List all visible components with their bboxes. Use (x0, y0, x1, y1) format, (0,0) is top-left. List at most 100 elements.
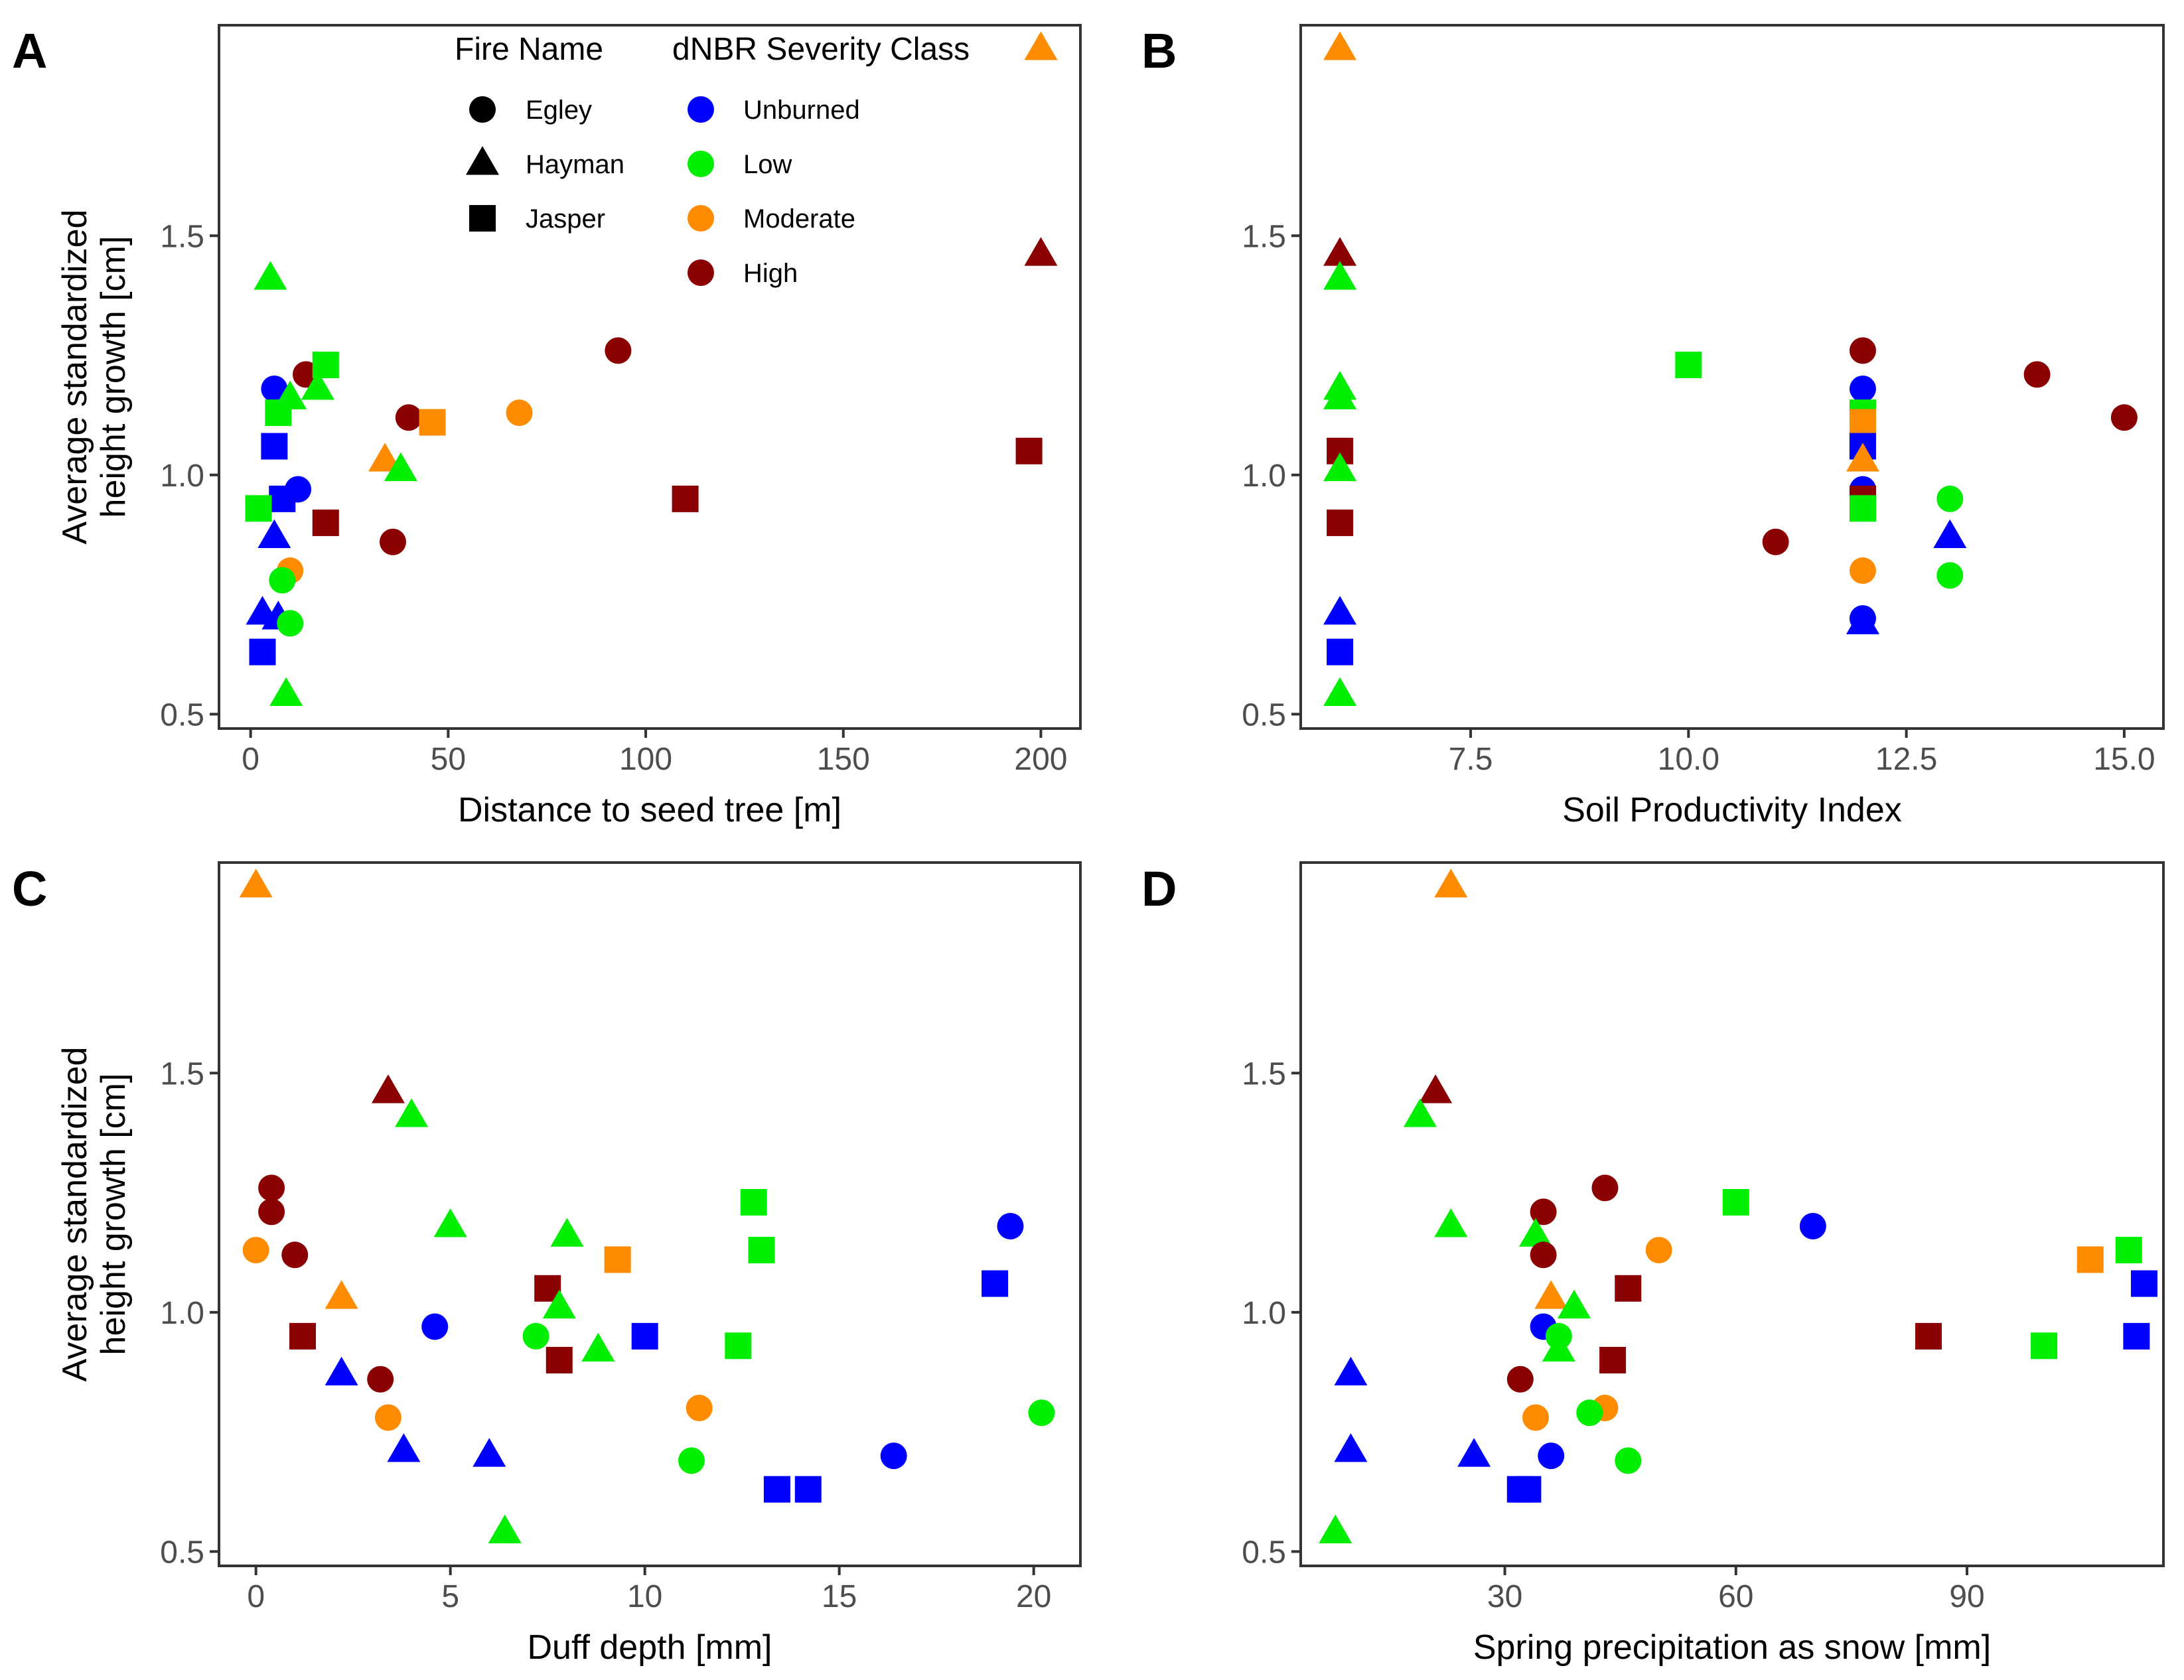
x-axis-label: Soil Productivity Index (1562, 791, 1902, 829)
legend-key-egley (469, 96, 496, 123)
panel-C: C 0 5 10 15 20 0.5 1.0 1.5 Duff depth [mm] Average… (12, 861, 1082, 1667)
data-point-jasper-unburned (269, 485, 296, 512)
data-point-egley-high (258, 1198, 285, 1225)
legend-label-egley: Egley (526, 96, 592, 125)
data-point-hayman-low (550, 1218, 584, 1247)
data-point-hayman-unburned (473, 1438, 506, 1467)
data-point-egley-moderate (686, 1395, 713, 1422)
data-point-hayman-low (542, 1289, 576, 1319)
data-point-egley-low (1936, 562, 1964, 589)
panel-A: A 0 50 100 150 200 0.5 1.0 1.5 Distance to seed t… (12, 23, 1082, 829)
legend-label-unburned: Unburned (743, 96, 860, 125)
legend-key-moderate (688, 205, 714, 232)
data-point-hayman-unburned (1846, 605, 1879, 634)
data-point-jasper-high (672, 485, 699, 512)
data-point-jasper-unburned (982, 1270, 1009, 1297)
data-point-hayman-unburned (1457, 1438, 1491, 1467)
x-tick-label: 30 (1487, 1579, 1522, 1614)
data-point-egley-high (1530, 1198, 1557, 1225)
x-tick-label: 60 (1718, 1579, 1753, 1614)
data-point-egley-moderate (1645, 1237, 1672, 1264)
x-tick-label: 20 (1016, 1579, 1051, 1614)
data-point-jasper-moderate (2076, 1246, 2104, 1273)
data-point-hayman-moderate (239, 869, 273, 898)
data-point-jasper-high (1599, 1346, 1627, 1373)
data-point-hayman-low (1323, 452, 1357, 482)
data-point-hayman-moderate (1323, 31, 1357, 60)
data-point-jasper-low (748, 1237, 775, 1264)
y-tick-label: 1.0 (1242, 1296, 1286, 1331)
y-tick-label: 1.0 (160, 1296, 204, 1331)
data-point-hayman-low (488, 1514, 522, 1543)
y-tick-label: 0.5 (1242, 1535, 1286, 1570)
x-tick-label: 15 (822, 1579, 857, 1614)
data-point-jasper-high (1615, 1275, 1642, 1302)
data-point-hayman-unburned (387, 1433, 421, 1462)
data-point-egley-low (522, 1322, 549, 1350)
x-axis-label: Duff depth [mm] (528, 1628, 772, 1667)
panel-label: B (1141, 23, 1177, 78)
data-point-egley-unburned (421, 1313, 449, 1340)
data-point-hayman-unburned (325, 1356, 358, 1386)
data-point-egley-unburned (1538, 1442, 1565, 1470)
x-axis-label: Distance to seed tree [m] (458, 791, 841, 829)
data-point-egley-high (1762, 528, 1789, 555)
data-point-jasper-unburned (1327, 638, 1354, 665)
panel-D: D 30 60 90 0.5 1.0 1.5 Spring precipitation as … (1141, 861, 2165, 1667)
data-point-hayman-moderate (1434, 869, 1468, 898)
plot-frame (1299, 24, 2165, 730)
x-tick-label: 7.5 (1449, 742, 1493, 777)
y-tick-label: 1.5 (1242, 1056, 1286, 1091)
legend: Fire Name dNBR Severity Class Egley Hayman J… (455, 32, 970, 288)
data-point-egley-high (281, 1241, 309, 1269)
panel-label: A (12, 23, 47, 78)
data-point-egley-high (1591, 1174, 1619, 1202)
data-point-egley-high (367, 1365, 394, 1393)
data-point-jasper-high (546, 1346, 573, 1373)
data-point-egley-low (269, 567, 296, 594)
points (1323, 31, 2138, 706)
legend-key-jasper (469, 205, 496, 232)
x-tick-label: 0 (247, 1579, 265, 1614)
data-point-jasper-low (245, 495, 272, 522)
data-point-egley-unburned (261, 376, 288, 403)
data-point-egley-high (1530, 1241, 1557, 1269)
data-point-jasper-low (725, 1332, 752, 1360)
data-point-hayman-low (433, 1208, 467, 1237)
y-tick-label: 0.5 (160, 697, 204, 733)
data-point-hayman-high (1419, 1074, 1453, 1103)
data-point-jasper-unburned (261, 433, 288, 460)
data-point-hayman-high (1024, 237, 1058, 266)
y-tick-label: 1.0 (160, 458, 204, 494)
data-point-hayman-moderate (1534, 1280, 1568, 1309)
data-point-hayman-high (1323, 237, 1357, 266)
legend-fire-title: Fire Name (455, 32, 603, 67)
x-tick-label: 10 (627, 1579, 662, 1614)
data-point-jasper-high (1015, 437, 1043, 464)
plot-frame (1299, 861, 2165, 1567)
data-point-hayman-low (1323, 380, 1357, 409)
y-axis-label-line: Average standardized (56, 210, 94, 545)
data-point-hayman-moderate (368, 443, 402, 472)
panel-label: C (12, 861, 47, 916)
data-point-egley-moderate (506, 399, 533, 427)
x-tick-label: 10.0 (1658, 742, 1719, 777)
points (245, 31, 1058, 706)
data-point-jasper-low (265, 399, 292, 427)
data-point-egley-unburned (997, 1213, 1024, 1240)
data-point-jasper-unburned (763, 1476, 790, 1503)
data-point-egley-moderate (1849, 557, 1876, 585)
x-tick-label: 100 (619, 742, 672, 777)
x-tick-label: 200 (1014, 742, 1067, 777)
data-point-hayman-low (1319, 1514, 1352, 1543)
data-point-hayman-unburned (1334, 1356, 1368, 1386)
data-point-hayman-low (269, 677, 303, 706)
legend-label-low: Low (743, 150, 792, 179)
data-point-hayman-moderate (1024, 31, 1058, 60)
data-point-hayman-low (395, 1098, 429, 1127)
x-tick-label: 50 (431, 742, 466, 777)
data-point-jasper-high (289, 1322, 316, 1350)
data-point-egley-moderate (242, 1237, 269, 1264)
y-tick-label: 1.5 (160, 1056, 204, 1091)
data-point-jasper-low (2031, 1332, 2058, 1360)
